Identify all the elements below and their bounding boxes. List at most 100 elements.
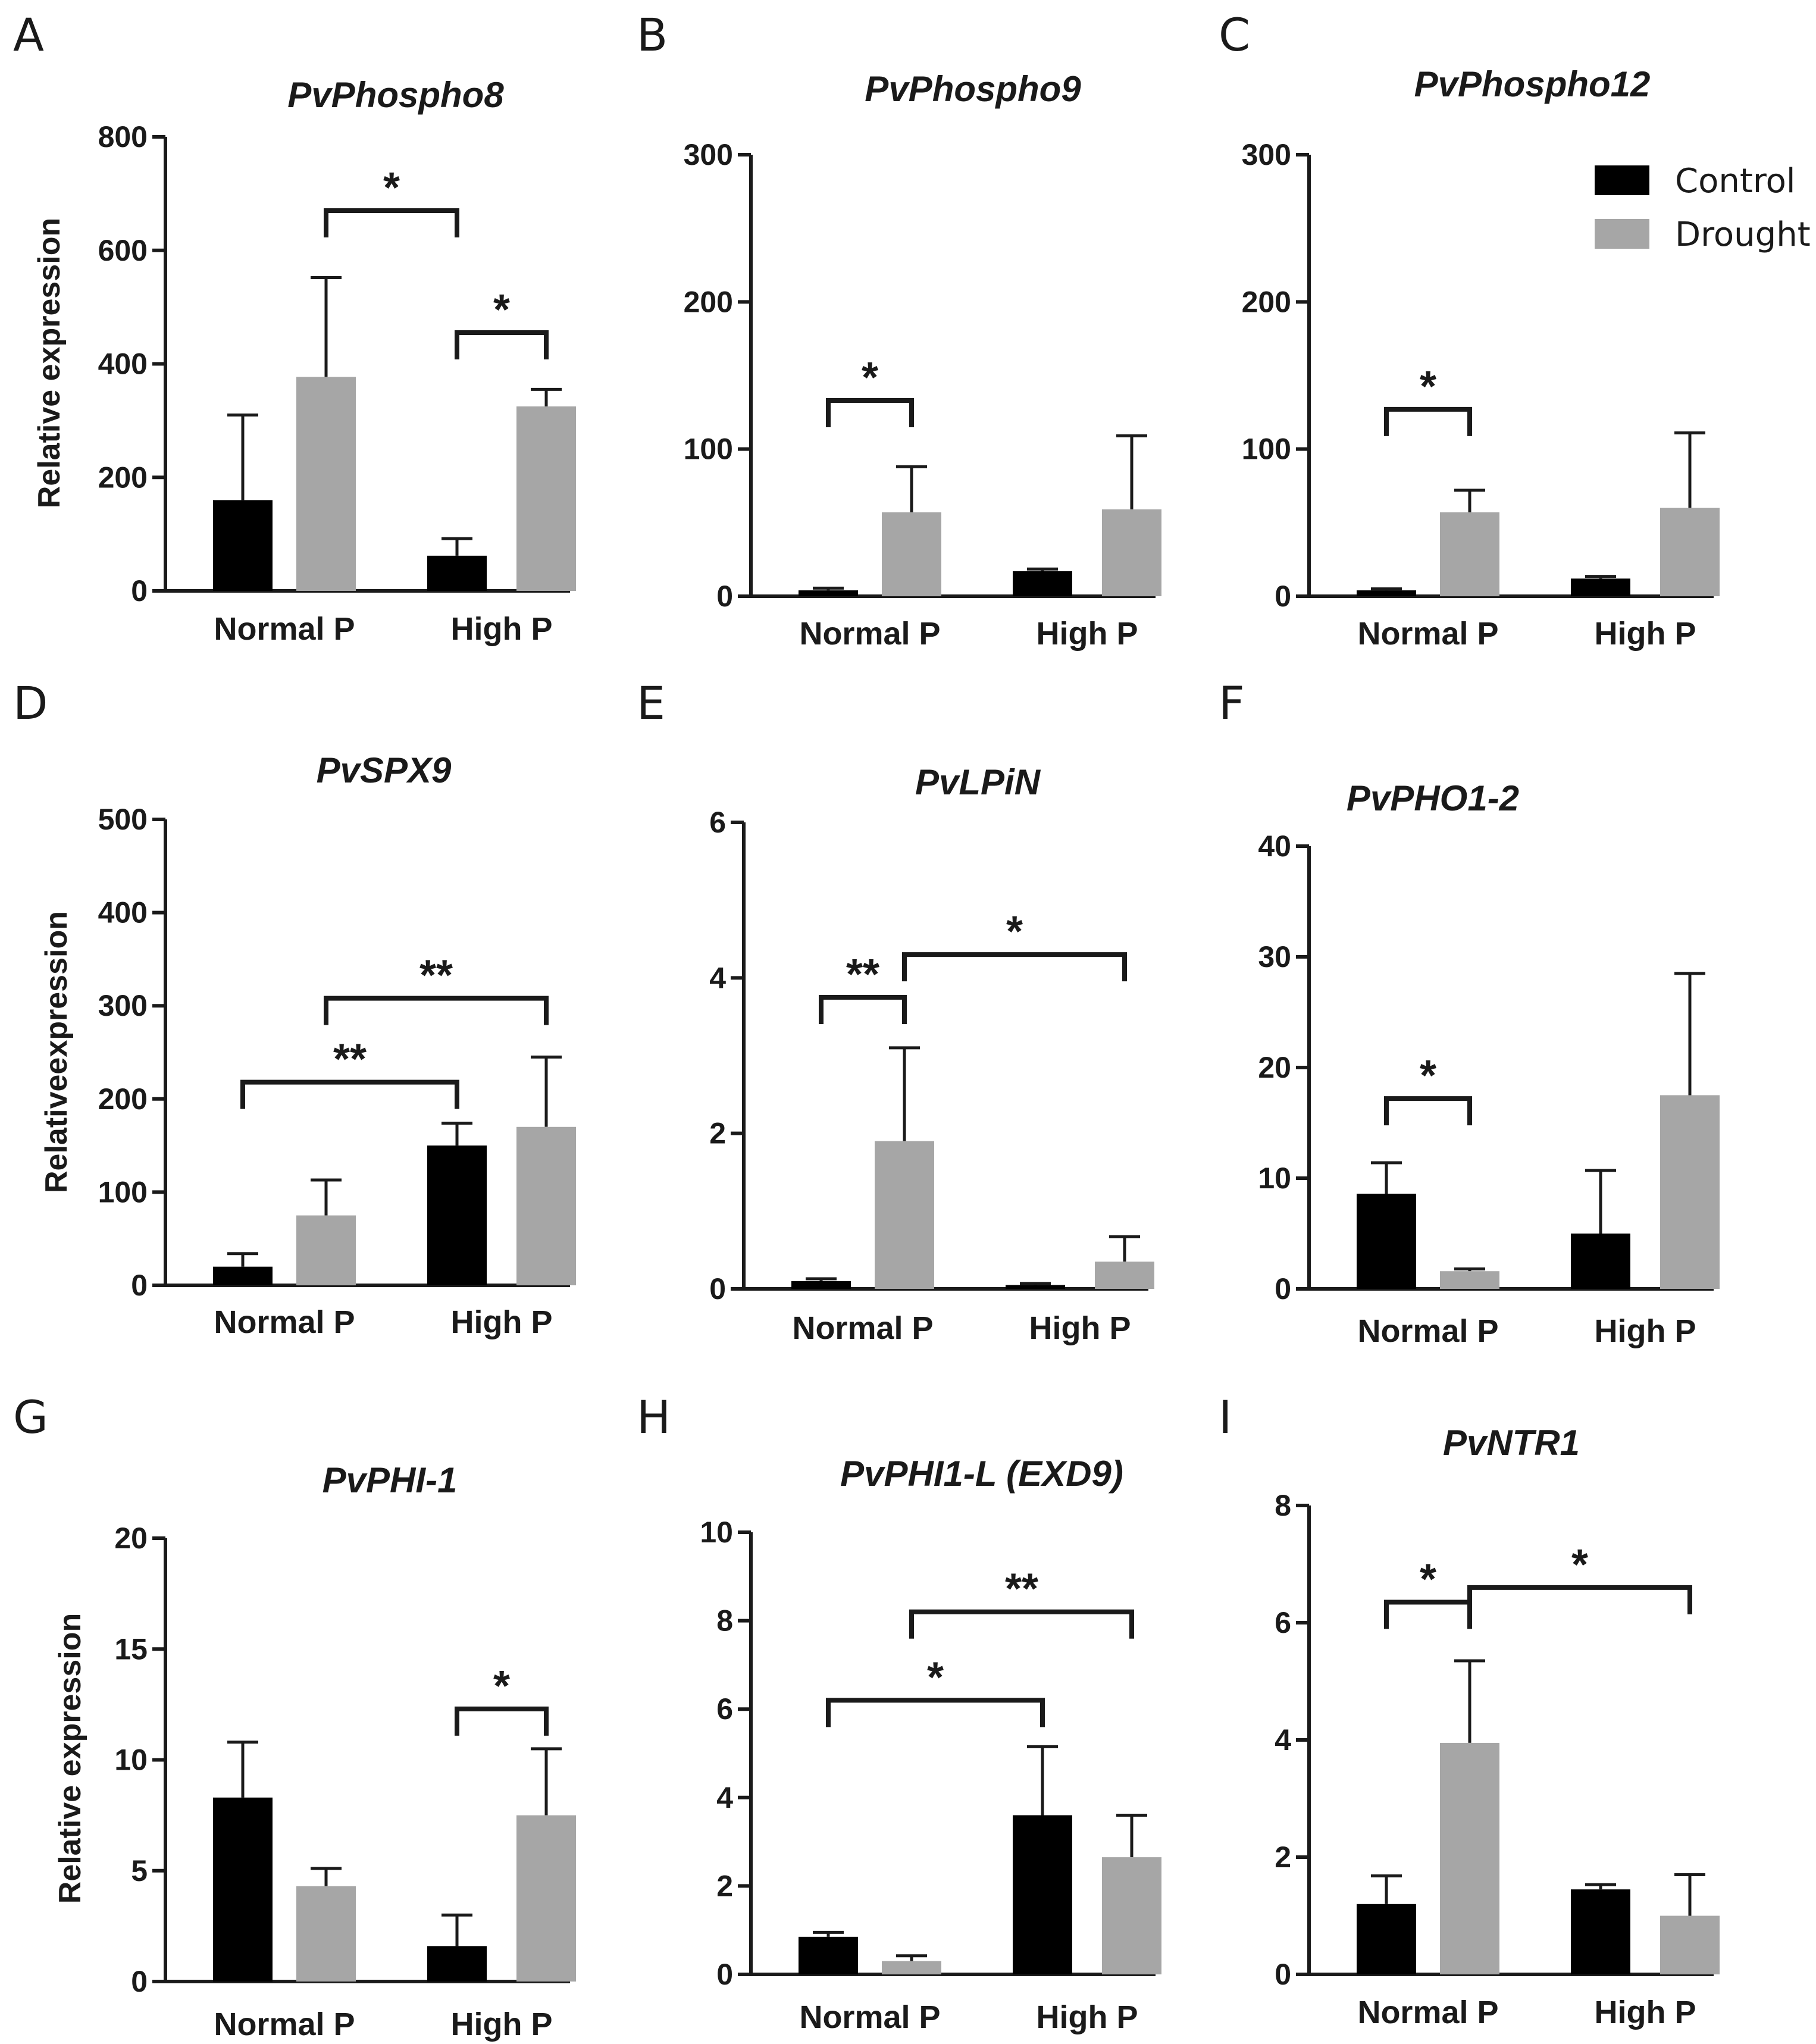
panel-letter: H [637,1391,671,1444]
significance-bracket [455,1706,549,1736]
significance-label: ** [419,952,453,1000]
significance-label: * [493,286,510,334]
legend-label-drought: Drought [1675,215,1811,254]
significance-label: * [1420,1556,1436,1604]
bar-control-high-p [1013,571,1072,596]
chart-title: PvPHO1-2 [1347,778,1519,818]
category-label: Normal P [799,1999,940,2035]
y-tick-label: 4 [716,1781,733,1814]
significance-label: * [493,1663,510,1710]
panel-letter: E [637,677,665,730]
y-tick-label: 20 [1258,1051,1291,1084]
y-tick-label: 800 [98,120,148,154]
chart-title: PvPHI1-L (EXD9) [840,1454,1123,1494]
bar-control-normal-p [799,590,858,596]
y-tick-label: 300 [98,989,148,1022]
category-label: Normal P [214,2007,355,2042]
y-tick-label: 100 [98,1175,148,1209]
panel-letter: G [13,1391,48,1444]
significance-bracket [324,208,459,237]
significance-bracket [826,1698,1045,1727]
bar-drought-normal-p [1440,1742,1499,1974]
y-tick-label: 400 [98,896,148,929]
y-tick-label: 30 [1258,940,1291,974]
bar-control-normal-p [791,1281,851,1289]
significance-bracket [455,330,549,360]
y-tick-label: 100 [684,433,733,466]
y-tick-label: 2 [1275,1840,1291,1874]
bar-drought-high-p [1102,509,1161,596]
significance-bracket [902,952,1127,982]
y-tick-label: 4 [1275,1723,1291,1757]
significance-bracket [909,1609,1134,1639]
bar-drought-high-p [1660,508,1720,596]
y-tick-label: 8 [1275,1489,1291,1522]
y-tick-label: 0 [716,580,733,613]
chart-title: PvPhospho9 [865,69,1081,109]
bar-control-high-p [1006,1285,1065,1289]
legend-label-control: Control [1675,162,1795,201]
bar-drought-high-p [1102,1857,1161,1974]
category-label: High P [451,2007,553,2042]
significance-bracket [1384,1096,1472,1126]
bar-control-high-p [427,1145,487,1285]
bar-control-normal-p [1357,1904,1416,1974]
bar-control-normal-p [213,1266,273,1285]
bar-control-normal-p [213,500,273,591]
significance-label: ** [846,951,879,998]
y-tick-label: 6 [1275,1606,1291,1639]
category-label: Normal P [214,611,355,647]
bar-drought-normal-p [1440,1271,1499,1289]
bar-control-high-p [1571,1889,1630,1974]
chart-panel-i: I PvNTR1 0 2 4 6 8 Normal P High P * * [1219,1391,1720,2030]
category-label: Normal P [1357,1995,1498,2030]
bar-drought-high-p [516,1126,576,1285]
bar-control-high-p [1571,578,1630,596]
significance-label: * [1006,908,1023,956]
chart-panel-c: C PvPhospho12 0 100 200 300 Normal P High P * [1219,8,1720,652]
bar-drought-high-p [516,406,576,591]
y-tick-label: 0 [1275,580,1291,613]
category-label: High P [1595,616,1696,652]
chart-title: PvLPiN [915,762,1041,802]
chart-panel-a: A PvPhospho8 0 200 400 600 800 Relative express… [13,8,576,647]
significance-bracket [819,995,907,1024]
y-tick-label: 6 [709,806,726,839]
panel-letter: I [1219,1391,1232,1444]
y-tick-label: 200 [98,461,148,494]
bar-drought-normal-p [882,512,941,596]
y-tick-label: 100 [1242,433,1291,466]
y-tick-label: 200 [684,285,733,318]
panel-letter: A [13,8,44,61]
category-label: High P [1037,1999,1138,2035]
category-label: High P [1595,1313,1696,1349]
chart-panel-b: B PvPhospho9 0 100 200 300 Normal P High P * [637,8,1161,652]
y-tick-label: 600 [98,234,148,267]
significance-bracket [1384,406,1472,436]
chart-title: PvSPX9 [317,750,452,790]
chart-title: PvPhospho8 [287,75,504,115]
chart-panel-g: G PvPHI-1 0 5 10 15 20 Relative expression Norma… [13,1391,576,2042]
panel-letter: C [1219,8,1250,61]
y-tick-label: 2 [709,1117,726,1150]
bar-drought-high-p [516,1815,576,1982]
y-axis-label: Relativeexpression [39,911,74,1193]
significance-label: * [1420,1052,1436,1100]
y-tick-label: 15 [114,1632,148,1666]
bar-drought-high-p [1095,1262,1154,1289]
panel-letter: D [13,677,48,730]
significance-label: ** [333,1036,367,1084]
panel-letter: F [1219,677,1245,730]
bar-control-high-p [1571,1234,1630,1289]
bar-drought-normal-p [296,377,356,591]
category-label: High P [451,1304,553,1340]
y-tick-label: 200 [98,1082,148,1116]
y-tick-label: 2 [716,1869,733,1902]
y-tick-label: 8 [716,1604,733,1638]
significance-label: ** [1005,1566,1038,1613]
significance-label: * [1571,1541,1588,1589]
y-tick-label: 500 [98,803,148,836]
bar-control-high-p [427,1946,487,1982]
